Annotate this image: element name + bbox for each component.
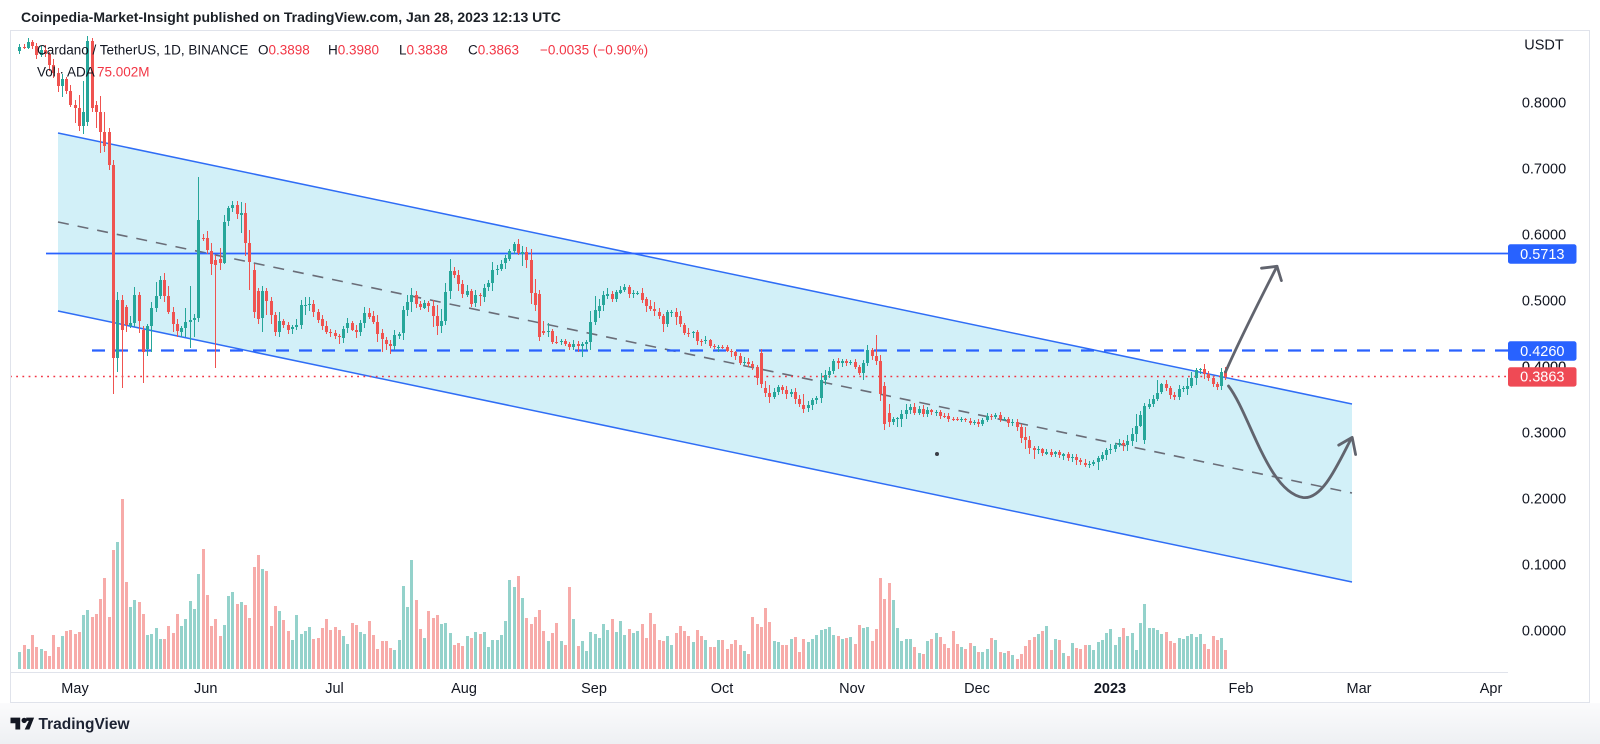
svg-text:May: May bbox=[61, 681, 89, 697]
svg-text:Apr: Apr bbox=[1480, 681, 1503, 697]
svg-text:0.6000: 0.6000 bbox=[1522, 228, 1566, 244]
svg-text:2023: 2023 bbox=[1094, 681, 1126, 697]
svg-text:Coinpedia-Market-Insight publi: Coinpedia-Market-Insight published on Tr… bbox=[21, 9, 561, 25]
svg-text:0.5713: 0.5713 bbox=[1520, 247, 1564, 263]
svg-text:Jul: Jul bbox=[325, 681, 344, 697]
svg-text:Mar: Mar bbox=[1347, 681, 1372, 697]
svg-text:Jun: Jun bbox=[194, 681, 217, 697]
svg-text:0.3000: 0.3000 bbox=[1522, 426, 1566, 442]
svg-text:0.3863: 0.3863 bbox=[1520, 370, 1564, 386]
svg-text:Feb: Feb bbox=[1229, 681, 1254, 697]
svg-text:0.2000: 0.2000 bbox=[1522, 492, 1566, 508]
svg-text:0.4260: 0.4260 bbox=[1520, 344, 1564, 360]
svg-text:USDT: USDT bbox=[1524, 38, 1564, 54]
svg-text:O0.3898: O0.3898 bbox=[258, 43, 310, 58]
svg-text:0.7000: 0.7000 bbox=[1522, 162, 1566, 178]
svg-text:H0.3980: H0.3980 bbox=[328, 43, 379, 58]
svg-text:Aug: Aug bbox=[451, 681, 477, 697]
svg-text:Oct: Oct bbox=[711, 681, 734, 697]
svg-text:Sep: Sep bbox=[581, 681, 607, 697]
svg-text:Cardano / TetherUS, 1D, BINANC: Cardano / TetherUS, 1D, BINANCE bbox=[37, 43, 248, 58]
svg-text:75.002M: 75.002M bbox=[97, 65, 150, 80]
svg-text:−0.0035 (−0.90%): −0.0035 (−0.90%) bbox=[540, 43, 648, 58]
svg-text:Nov: Nov bbox=[839, 681, 866, 697]
svg-text:L0.3838: L0.3838 bbox=[399, 43, 448, 58]
svg-text:0.8000: 0.8000 bbox=[1522, 96, 1566, 112]
svg-text:TradingView: TradingView bbox=[39, 716, 131, 733]
svg-text:Vol · ADA: Vol · ADA bbox=[37, 65, 95, 80]
svg-text:0.5000: 0.5000 bbox=[1522, 294, 1566, 310]
svg-text:0.1000: 0.1000 bbox=[1522, 558, 1566, 574]
svg-text:0.0000: 0.0000 bbox=[1522, 624, 1566, 640]
svg-text:Dec: Dec bbox=[964, 681, 990, 697]
svg-text:C0.3863: C0.3863 bbox=[468, 43, 519, 58]
